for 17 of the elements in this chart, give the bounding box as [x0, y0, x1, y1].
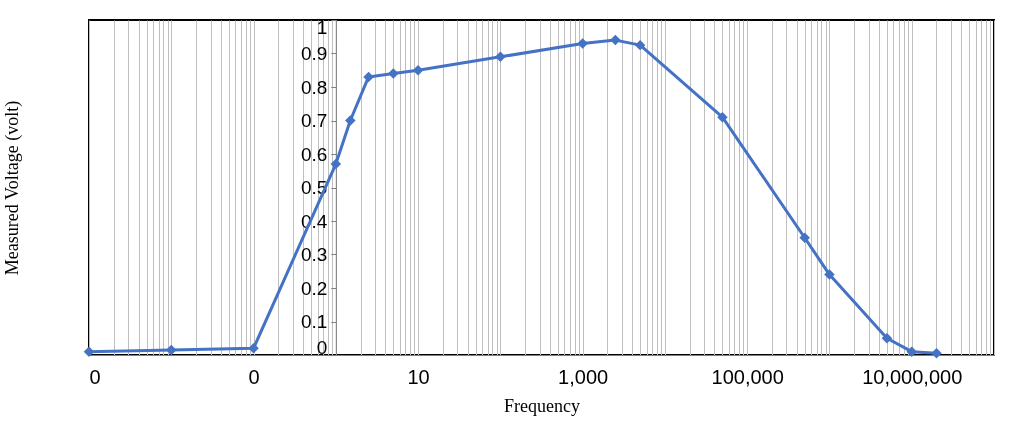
y-tick-label: 0.6 [300, 143, 328, 165]
x-tick-label: 1,000 [558, 365, 609, 388]
x-tick-label: 10 [407, 365, 430, 388]
y-tick-label: 0.2 [300, 277, 328, 299]
y-tick-label: 0.3 [300, 244, 328, 265]
x-axis-title: Frequency [504, 395, 580, 416]
y-tick-label: 0.1 [300, 311, 328, 332]
y-tick-label: 0 [316, 336, 328, 358]
y-tick-label: 0.8 [300, 76, 328, 98]
x-tick-label: 100,000 [711, 365, 784, 388]
y-tick-label: 1 [316, 16, 328, 38]
x-tick-label: 10,000,000 [862, 365, 963, 388]
x-tick-label: 0 [248, 365, 260, 388]
x-tick-label: 0 [89, 365, 101, 388]
y-axis-title: Measured Voltage (volt) [1, 100, 23, 276]
y-tick-label: 0.9 [300, 43, 328, 64]
y-tick-label: 0.7 [300, 110, 328, 131]
